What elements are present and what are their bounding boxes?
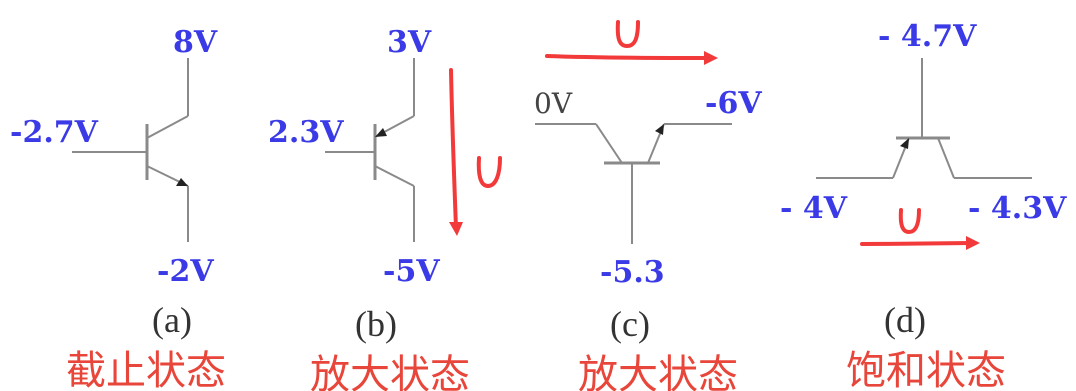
voltage-label-collector: - 4V <box>780 191 848 226</box>
handwritten-arrow-down-icon <box>449 68 458 230</box>
emitter-arrow-icon <box>375 128 387 137</box>
emitter-arrow-icon <box>655 124 664 135</box>
voltage-label-emitter: - 4.3V <box>968 191 1067 226</box>
collector-arrow-icon <box>900 138 909 149</box>
circuit-b: 3V 2.3V -5V (b) 放大状态 <box>268 25 502 391</box>
handwritten-arrowhead-icon <box>966 236 980 250</box>
voltage-label-base: 2.3V <box>268 115 344 150</box>
voltage-label-base: - 4.7V <box>878 19 977 54</box>
voltage-label-emitter: 3V <box>387 25 432 60</box>
voltage-label-base: -5.3 <box>600 255 665 290</box>
voltage-label-collector: 8V <box>173 25 218 60</box>
handwritten-arrowhead-icon <box>704 51 718 65</box>
handwritten-u-icon <box>476 156 502 188</box>
circuit-caption: (a) <box>152 300 192 340</box>
state-label: 截止状态 <box>66 348 226 391</box>
voltage-label-base: -2.7V <box>10 115 99 150</box>
voltage-label-emitter: -2V <box>157 254 214 289</box>
collector-lead <box>595 123 623 164</box>
circuit-caption: (d) <box>884 300 926 340</box>
handwritten-arrow-right-icon <box>545 54 712 60</box>
handwritten-arrowhead-icon <box>449 222 463 236</box>
emitter-lead <box>937 137 955 179</box>
handwritten-u-icon <box>615 20 640 48</box>
collector-lead <box>146 115 189 139</box>
circuit-d: - 4.7V - 4V - 4.3V (d) 饱和状态 <box>780 19 1067 391</box>
circuit-a: 8V -2.7V -2V (a) 截止状态 <box>10 25 226 391</box>
handwritten-arrow-right-icon <box>860 241 974 246</box>
state-label: 放大状态 <box>578 352 738 391</box>
voltage-label-emitter: -6V <box>705 86 762 121</box>
circuit-caption: (c) <box>610 304 650 344</box>
state-label: 饱和状态 <box>846 348 1006 391</box>
voltage-label-collector: 0V <box>534 87 573 120</box>
handwritten-u-icon <box>898 208 921 234</box>
circuit-caption: (b) <box>355 304 397 344</box>
voltage-label-collector: -5V <box>383 254 440 289</box>
circuit-c: 0V -6V -5.3 (c) 放大状态 <box>534 20 762 391</box>
emitter-arrow-icon <box>176 178 188 186</box>
state-label: 放大状态 <box>310 352 470 391</box>
collector-lead <box>374 165 415 187</box>
